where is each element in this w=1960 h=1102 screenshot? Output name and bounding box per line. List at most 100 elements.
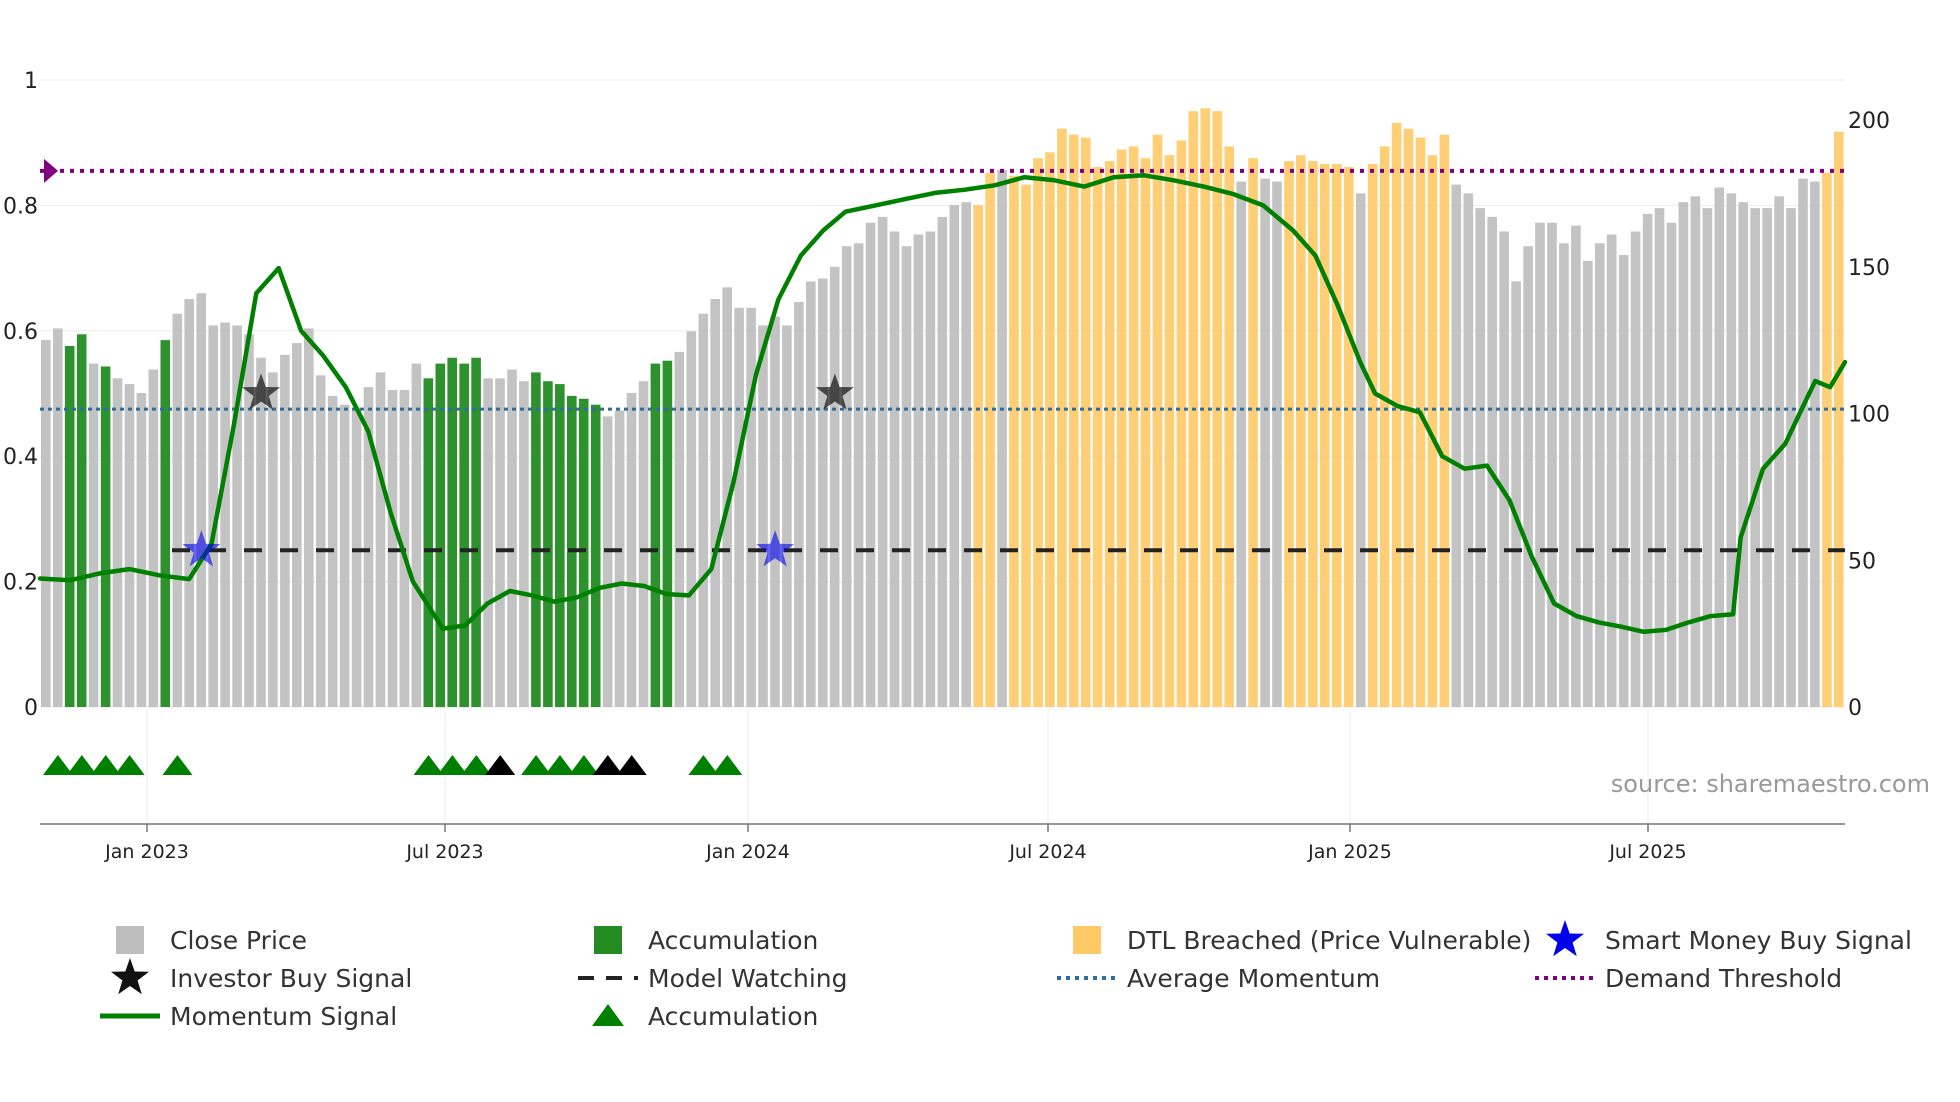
accumulation-marker-icon <box>90 755 121 775</box>
legend-label: Accumulation <box>648 926 818 955</box>
accumulation-marker-icon <box>413 755 444 775</box>
x-tick-label: Jan 2023 <box>104 841 189 863</box>
price-bar <box>184 299 194 707</box>
price-bar <box>1104 161 1115 708</box>
price-bar <box>495 378 505 707</box>
price-bar <box>889 231 900 707</box>
price-bar <box>997 169 1007 707</box>
price-bar <box>1176 140 1187 707</box>
axes: 0 0.2 0.4 0.6 0.8 1 0 50 100 150 200 Jan 2023 Jul 20… <box>3 69 1890 863</box>
price-bar <box>638 381 649 707</box>
price-bar <box>1618 255 1629 707</box>
price-bar <box>1571 225 1581 707</box>
x-tick-label: Jan 2024 <box>705 841 790 863</box>
price-bar <box>674 351 685 707</box>
price-bar <box>471 357 481 707</box>
legend-label: DTL Breached (Price Vulnerable) <box>1127 926 1531 955</box>
price-bar <box>1451 184 1462 708</box>
price-bar <box>782 325 792 707</box>
price-bar <box>1810 181 1820 708</box>
price-bar <box>1559 243 1569 708</box>
legend-label: Demand Threshold <box>1605 964 1842 993</box>
legend-item-momentum: Momentum Signal <box>100 1002 397 1031</box>
accumulation-marker-icon <box>616 755 647 775</box>
x-tick-label: Jul 2024 <box>1008 841 1086 863</box>
investor-buy-signal-icon <box>242 373 281 410</box>
legend-label: Smart Money Buy Signal <box>1605 926 1912 955</box>
x-tick-label: Jul 2025 <box>1608 841 1686 863</box>
momentum-signal-line <box>37 173 1848 635</box>
price-bar <box>1081 137 1091 708</box>
accumulation-marker-icon <box>66 755 97 775</box>
price-bar <box>172 313 183 707</box>
price-bar <box>865 222 876 707</box>
right-tick-label: 100 <box>1848 403 1890 428</box>
accumulation-marker-icon <box>592 755 623 775</box>
price-bar <box>100 366 111 707</box>
legend-label: Momentum Signal <box>170 1002 397 1031</box>
price-bar <box>411 363 422 707</box>
price-bar <box>1355 193 1366 707</box>
price-bar <box>1702 208 1713 707</box>
price-bar <box>1475 208 1485 707</box>
price-bar <box>1499 231 1509 707</box>
price-bar <box>459 363 469 707</box>
price-bar <box>806 281 816 707</box>
accumulation-marker-icon <box>712 755 743 775</box>
price-bar <box>292 343 302 707</box>
legend-item-demand: Demand Threshold <box>1535 964 1842 993</box>
price-bar <box>949 205 960 707</box>
price-bar <box>124 384 135 707</box>
price-bar <box>1762 208 1772 707</box>
price-bar <box>112 378 123 707</box>
accumulation-marker-icon <box>437 755 468 775</box>
price-bar <box>901 246 912 707</box>
price-bar <box>1343 167 1354 707</box>
left-tick-label: 0 <box>24 696 38 721</box>
price-bar <box>196 293 206 707</box>
price-bar <box>483 378 493 707</box>
right-tick-label: 50 <box>1848 549 1876 574</box>
price-bar <box>1511 281 1521 707</box>
legend-label: Investor Buy Signal <box>170 964 412 993</box>
left-tick-label: 1 <box>24 69 38 94</box>
price-bar <box>973 205 983 707</box>
legend-item-avg: Average Momentum <box>1057 964 1380 993</box>
price-bar <box>1822 172 1832 708</box>
accumulation-markers <box>42 755 743 775</box>
price-bar <box>1654 208 1665 707</box>
investor-buy-signal-icon <box>815 373 854 410</box>
price-bar <box>1834 131 1844 707</box>
price-bar <box>1140 158 1151 707</box>
accumulation-marker-icon <box>114 755 145 775</box>
momentum-signal-layer <box>37 173 1848 635</box>
price-bar <box>88 363 99 707</box>
price-bar <box>339 404 350 707</box>
price-bar <box>1367 164 1378 707</box>
legend-item-dtl: DTL Breached (Price Vulnerable) <box>1073 926 1531 955</box>
right-tick-label: 0 <box>1848 696 1862 721</box>
price-bar <box>1164 155 1175 707</box>
price-bar <box>519 381 529 707</box>
price-bar <box>1487 216 1497 707</box>
price-bar <box>423 378 434 707</box>
price-bar <box>758 325 768 707</box>
price-bar <box>1296 155 1306 707</box>
price-bar <box>1738 202 1748 707</box>
price-bar <box>148 369 159 707</box>
legend-label: Model Watching <box>648 964 848 993</box>
accumulation-marker-icon <box>568 755 599 775</box>
reference-lines <box>40 158 1845 553</box>
price-bar <box>1439 134 1450 707</box>
price-bar <box>1284 161 1294 708</box>
price-bar <box>1092 167 1103 707</box>
price-bar <box>1152 134 1163 707</box>
price-bar <box>614 410 625 707</box>
x-tick-label: Jan 2025 <box>1307 841 1392 863</box>
price-bar <box>208 325 218 707</box>
x-tick-label: Jul 2023 <box>405 841 483 863</box>
price-bar <box>1069 134 1079 707</box>
price-bar <box>1116 149 1127 707</box>
demand-threshold-marker <box>44 158 58 183</box>
